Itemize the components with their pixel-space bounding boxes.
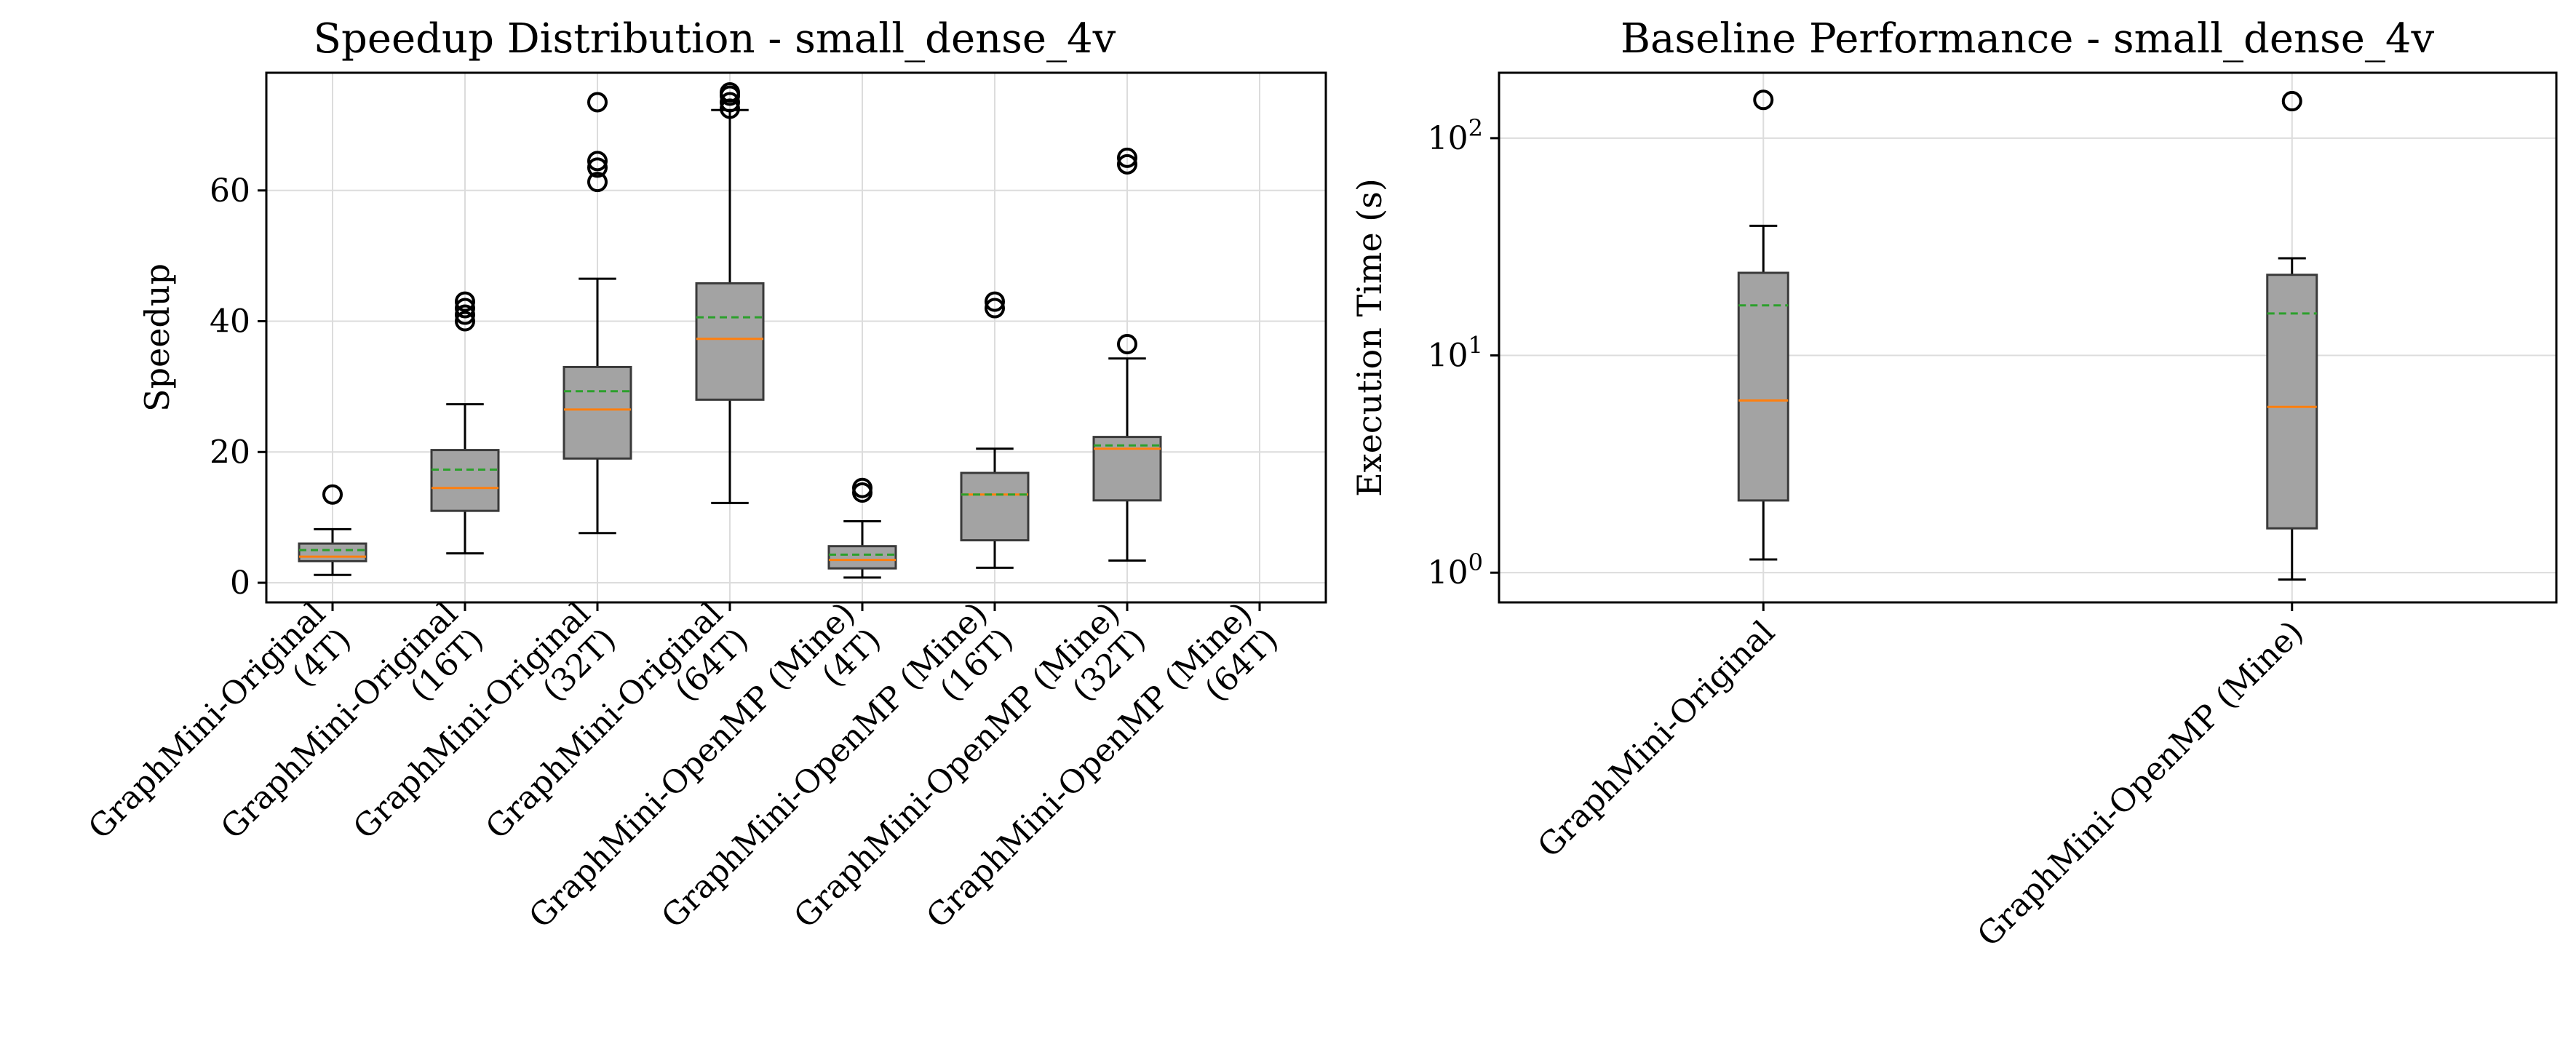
chart-panel-1: 0204060GraphMini-Original(4T)GraphMini-O… — [82, 15, 1327, 936]
outlier-point — [720, 92, 740, 113]
chart-panel-2: 100 101 102 GraphMini-Original GraphMini-Ope… — [1350, 15, 2558, 955]
outlier-point — [587, 92, 608, 113]
outlier-point — [2281, 91, 2302, 112]
box-6 — [960, 291, 1030, 569]
outlier-point — [852, 477, 872, 498]
box-4 — [695, 81, 765, 504]
chart-title: Speedup Distribution - small_dense_4v — [314, 15, 1116, 63]
outlier-point — [455, 311, 475, 332]
box-7 — [1092, 147, 1162, 562]
outlier-point — [1117, 154, 1137, 175]
box-3 — [562, 92, 632, 535]
plot-frame — [1498, 71, 2558, 604]
y-tick-label: 101 — [1428, 332, 1483, 375]
outlier-point — [587, 151, 608, 172]
box-iqr — [430, 449, 500, 512]
chart-title: Baseline Performance - small_dense_4v — [1621, 15, 2435, 63]
x-tick-label: GraphMini-Original — [1531, 614, 1782, 865]
x-tick-label: GraphMini-OpenMP (Mine) — [1971, 614, 2311, 955]
box-iqr — [960, 471, 1030, 542]
box-iqr — [695, 282, 765, 401]
box-1 — [1737, 89, 1789, 561]
y-tick-label: 60 — [210, 172, 250, 210]
box-2 — [430, 291, 500, 555]
y-tick-label: 20 — [210, 434, 250, 471]
box-5 — [827, 477, 897, 579]
box-2 — [2266, 91, 2318, 581]
box-1 — [298, 484, 367, 576]
box-iqr — [827, 545, 897, 570]
box-iqr — [1092, 436, 1162, 502]
outlier-point — [455, 304, 475, 325]
outlier-point — [985, 291, 1005, 312]
y-axis-label: Execution Time (s) — [1350, 178, 1389, 497]
box-iqr — [298, 542, 367, 562]
outlier-point — [322, 484, 343, 505]
y-tick-label: 102 — [1428, 114, 1483, 157]
outlier-point — [1117, 333, 1137, 354]
outlier-point — [1117, 147, 1137, 168]
outlier-point — [587, 172, 608, 193]
y-axis-label: Speedup — [138, 263, 177, 412]
outlier-point — [455, 291, 475, 312]
outlier-point — [587, 157, 608, 178]
y-tick-label: 0 — [230, 565, 250, 602]
box-iqr — [562, 365, 632, 460]
box-iqr — [2266, 274, 2318, 530]
outlier-point — [985, 298, 1005, 319]
outlier-point — [720, 81, 740, 103]
y-tick-label: 100 — [1428, 549, 1483, 591]
box-iqr — [1737, 271, 1789, 502]
outlier-point — [1753, 89, 1774, 111]
outlier-point — [455, 298, 475, 319]
y-tick-label: 40 — [210, 303, 250, 340]
plot-frame — [265, 71, 1327, 604]
